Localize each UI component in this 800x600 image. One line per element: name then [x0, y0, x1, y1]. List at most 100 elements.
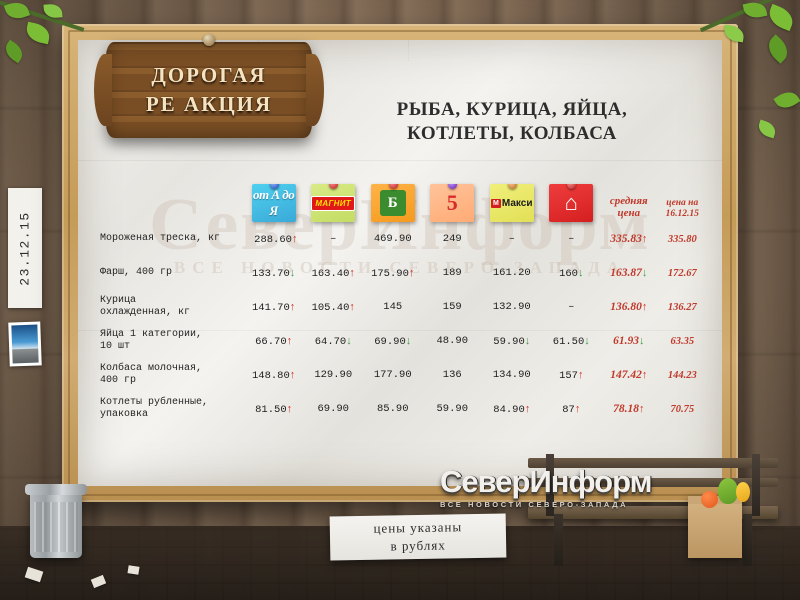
table-row: Котлеты рубленные, упаковка 81.50↑ 69.90 85.… — [96, 392, 708, 426]
trash-bin — [25, 484, 87, 558]
price-value: 85.90 — [376, 403, 409, 415]
price-value: – — [568, 233, 575, 245]
store-logo-pyaterochka[interactable]: 5 — [430, 184, 475, 222]
arrow-up-icon: ↑ — [641, 233, 648, 245]
store-logo-text: от А до Я — [253, 187, 295, 218]
price-value: 141.70 — [251, 301, 290, 314]
store-logo-ot-a-do-ya[interactable]: от А до Я — [251, 184, 296, 222]
photo-image — [11, 324, 39, 364]
arrow-up-icon: ↑ — [408, 266, 415, 279]
store-logo-mark: М Макси — [491, 197, 533, 209]
photo-thumbnail — [8, 321, 42, 367]
product-name-line2: 10 шт — [100, 341, 131, 352]
arrow-up-icon: ↑ — [289, 300, 296, 313]
store-logo-house[interactable]: ⌂ — [549, 184, 594, 222]
price-table-container: от А до Я МАГНИТ Б — [96, 170, 708, 426]
vegetable-icon — [718, 478, 738, 504]
price-cell: – — [482, 222, 542, 256]
store-logo-magnit[interactable]: МАГНИТ — [311, 184, 356, 222]
arrow-up-icon: ↑ — [577, 368, 584, 381]
bench-backrest-lower — [528, 478, 778, 487]
average-price-value: 136.80 — [610, 301, 642, 313]
price-value: – — [508, 233, 515, 245]
page-title-line2: КОТЛЕТЫ, КОЛБАСА — [407, 122, 617, 144]
bench-arm-left — [546, 454, 554, 516]
price-cell: 288.60↑ — [244, 222, 304, 256]
price-value: 66.70 — [255, 335, 287, 348]
store-logo-mark: 5 — [446, 190, 458, 215]
product-name-line1: Яйца 1 категории, — [100, 328, 203, 340]
store-logo-maksi[interactable]: М Макси — [489, 184, 534, 222]
left-side-strip: 23.12.15 — [0, 180, 52, 440]
price-value: 189 — [442, 267, 462, 279]
pin-icon — [269, 184, 279, 189]
nail-icon — [203, 34, 215, 46]
store-header-4[interactable]: 5 — [423, 170, 483, 222]
price-value: 145 — [383, 301, 403, 313]
price-value: 64.70 — [314, 335, 347, 348]
previous-price-cell: 172.67 — [657, 256, 709, 290]
product-name-line2: упаковка — [100, 409, 149, 420]
price-cell: 469.90 — [363, 222, 423, 256]
brand-logo-tagline: ВСЕ НОВОСТИ СЕВЕРО-ЗАПАДА — [440, 500, 629, 509]
store-header-6[interactable]: ⌂ — [542, 170, 602, 222]
header-previous-line2: 16.12.15 — [665, 209, 699, 220]
arrow-down-icon: ↓ — [641, 267, 648, 279]
table-row: Колбаса молочная, 400 гр 148.80↑ 129.90 177.… — [96, 358, 708, 392]
price-cell: 159 — [423, 290, 483, 324]
arrow-down-icon: ↓ — [346, 334, 352, 347]
average-price-cell: 61.93↓ — [601, 324, 656, 358]
product-name-line1: Фарш, 400 гр — [100, 266, 173, 278]
arrow-up-icon: ↑ — [524, 402, 531, 415]
previous-price-cell: 70.75 — [657, 392, 709, 426]
price-cell: 69.90 — [303, 392, 363, 426]
price-value: 148.80 — [251, 369, 290, 382]
price-value: 249 — [442, 233, 462, 245]
store-header-3[interactable]: Б — [363, 170, 423, 222]
price-value: 134.90 — [492, 369, 531, 381]
product-name-cell: Яйца 1 категории, 10 шт — [96, 324, 244, 358]
price-value: 161.20 — [492, 267, 531, 279]
price-cell: 141.70↑ — [244, 290, 304, 324]
arrow-down-icon: ↓ — [405, 334, 412, 347]
price-cell: 134.90 — [482, 358, 542, 392]
price-value: 61.50 — [552, 335, 585, 348]
pin-icon — [567, 184, 577, 189]
previous-price-cell: 136.27 — [657, 290, 709, 324]
price-value: 48.90 — [436, 335, 469, 347]
pin-icon — [507, 184, 517, 189]
arrow-down-icon: ↓ — [289, 266, 296, 279]
arrow-up-icon: ↑ — [574, 402, 581, 415]
bench-arm-right — [752, 454, 760, 516]
price-value: – — [330, 233, 337, 245]
product-name-cell: Котлеты рубленные, упаковка — [96, 392, 244, 426]
store-header-5[interactable]: М Макси — [482, 170, 542, 222]
price-cell: 133.70↓ — [244, 256, 304, 290]
price-value: 84.90 — [493, 403, 525, 416]
price-cell: 189 — [423, 256, 483, 290]
store-logo-zelenyi-berezhok[interactable]: Б — [370, 184, 415, 222]
average-price-cell: 335.83↑ — [601, 222, 656, 256]
store-header-1[interactable]: от А до Я — [244, 170, 304, 222]
arrow-up-icon: ↑ — [641, 369, 648, 381]
price-cell: 105.40↑ — [303, 290, 363, 324]
price-value: 59.90 — [436, 403, 469, 415]
price-value: 177.90 — [373, 369, 412, 381]
bench-backrest — [528, 458, 778, 468]
sign-line1: ДОРОГАЯ — [151, 63, 267, 87]
sign-line2: РЕ АКЦИЯ — [145, 92, 273, 116]
currency-note-line1: цены указаны — [373, 519, 463, 537]
store-header-2[interactable]: МАГНИТ — [303, 170, 363, 222]
arrow-up-icon: ↑ — [286, 402, 293, 415]
product-name-line2: 400 гр — [100, 375, 137, 386]
bench-leg-left — [554, 514, 563, 566]
previous-price-cell: 63.35 — [657, 324, 709, 358]
page-title-line1: РЫБА, КУРИЦА, ЯЙЦА, — [396, 99, 628, 120]
price-table-body: Мороженая треска, кг 288.60↑ –469.90 249– –3… — [96, 222, 708, 426]
price-value: 163.40 — [311, 267, 350, 280]
previous-price-value: 136.27 — [667, 301, 697, 313]
arrow-up-icon: ↑ — [638, 403, 645, 415]
price-cell: 161.20 — [482, 256, 542, 290]
price-value: 160 — [559, 267, 578, 280]
pin-icon — [388, 184, 398, 189]
